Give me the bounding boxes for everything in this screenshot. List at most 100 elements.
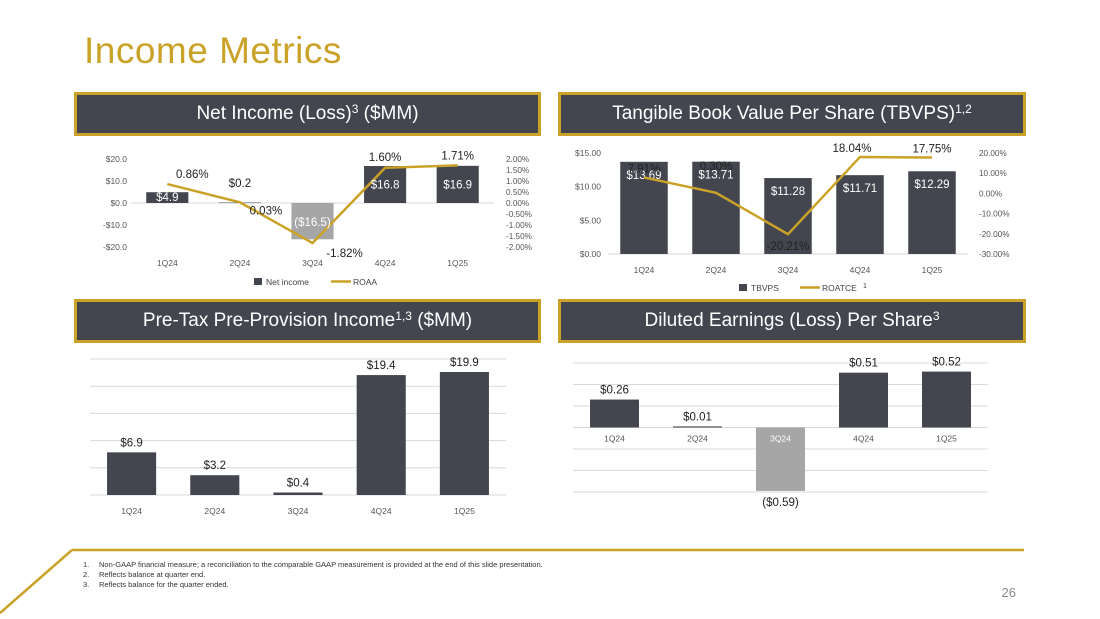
line-label: 0.30%: [700, 161, 733, 173]
bar-label: $19.9: [450, 357, 479, 369]
bar-pretax-1Q24: [107, 452, 157, 495]
footnote-3-num: 3.: [83, 580, 90, 589]
pretax-header-suffix: ($MM): [411, 310, 473, 331]
legend-tbvps: TBVPS: [751, 283, 779, 292]
bar-label: $0.4: [287, 478, 310, 490]
gold-divider-diagonal: [0, 549, 73, 614]
tbvps-chart: $15.00 $10.00 $5.00 $0.00 20.00% 10.00% 0.00% -…: [575, 143, 1010, 292]
footnote-1-num: 1.: [83, 560, 90, 569]
bar-eps-3Q24: [756, 427, 805, 491]
y-tick-label: $15.00: [575, 148, 601, 158]
bar-tbvps-2Q24: [692, 161, 740, 254]
x-tick-label: 4Q24: [853, 434, 874, 444]
x-tick-label: 1Q25: [454, 506, 475, 516]
y-tick-label: -$10.0: [103, 220, 127, 230]
legend-roatce: ROATCE: [822, 283, 857, 292]
bar-label: $0.2: [229, 178, 251, 190]
x-tick-label: 2Q24: [204, 506, 225, 516]
bar-label: $11.28: [771, 186, 805, 198]
bar-label: $13.71: [698, 170, 733, 182]
x-tick-label: 1Q25: [922, 265, 943, 275]
bar-label: ($0.59): [762, 497, 799, 509]
eps-header-sup: 3: [932, 309, 940, 323]
bar-eps-1Q24: [590, 399, 639, 428]
bar-label: ($16.5): [294, 217, 331, 229]
line-label: 1.60%: [369, 152, 402, 164]
legend-roatce-footnote: 1: [863, 283, 867, 290]
pretax-chart: $6.9 1Q24 $3.2 2Q24 $0.4 3Q24 $19.4 4Q24 $19.9 1Q…: [90, 357, 506, 516]
x-tick-label: 2Q24: [706, 265, 727, 275]
bar-pretax-3Q24: [273, 492, 323, 495]
x-tick-label: 3Q24: [770, 434, 791, 444]
page-title: Income Metrics: [84, 30, 342, 71]
y2-tick-label: 0.00%: [506, 199, 529, 208]
line-label: 0.86%: [176, 169, 209, 181]
bar-pretax-4Q24: [356, 375, 406, 495]
bar-tbvps-1Q24: [620, 161, 668, 254]
x-tick-label: 1Q24: [121, 506, 142, 516]
x-tick-label: 1Q24: [604, 434, 625, 444]
bar-label: $0.01: [683, 411, 712, 423]
footnote-1-text: Non-GAAP financial measure; a reconcilia…: [99, 560, 543, 569]
y2-tick-label: -1.00%: [506, 221, 532, 230]
y2-tick-label: 10.00%: [979, 169, 1007, 178]
bar-label: $16.9: [443, 179, 472, 191]
line-label: -1.82%: [326, 248, 362, 260]
x-tick-label: 4Q24: [371, 506, 392, 516]
y-tick-label: $20.0: [106, 154, 128, 164]
tbvps-header-sup: 1,2: [955, 102, 972, 116]
pretax-header-sup: 1,3: [395, 309, 412, 323]
y2-tick-label: -30.00%: [979, 250, 1010, 259]
y2-tick-label: -0.50%: [506, 210, 532, 219]
line-roaa: [166, 164, 458, 245]
y2-tick-label: -1.50%: [506, 232, 532, 241]
x-tick-label: 2Q24: [230, 258, 251, 268]
bar-label: $6.9: [120, 437, 142, 449]
y-tick-label: $5.00: [580, 215, 602, 225]
net-income-header: Net Income (Loss) 3 ($MM): [74, 92, 541, 136]
y-tick-label: $0.00: [580, 249, 602, 259]
y2-tick-label: 0.50%: [506, 188, 529, 197]
eps-header: Diluted Earnings (Loss) Per Share 3: [558, 299, 1026, 343]
legend-roaa: ROAA: [353, 277, 377, 287]
y2-tick-label: 20.00%: [979, 149, 1007, 158]
bar-tbvps-4Q24: [836, 175, 884, 254]
y2-tick-label: 2.00%: [506, 155, 529, 164]
pretax-header-text: Pre-Tax Pre-Provision Income: [142, 310, 396, 331]
y2-tick-label: 0.00%: [979, 189, 1002, 198]
y2-tick-label: 1.50%: [506, 166, 529, 175]
net-income-header-suffix: ($MM): [358, 103, 419, 124]
bar-net-income-4Q24: [364, 166, 407, 203]
y2-tick-label: -10.00%: [979, 210, 1010, 219]
bar-label: $4.9: [156, 192, 178, 204]
pretax-header: Pre-Tax Pre-Provision Income 1,3 ($MM): [74, 299, 541, 343]
bar-label: $19.4: [367, 360, 396, 372]
footnote-3: 3. Reflects balance for the quarter ended…: [83, 580, 543, 590]
x-tick-label: 4Q24: [375, 258, 396, 268]
bar-eps-1Q25: [922, 371, 971, 428]
x-tick-label: 3Q24: [288, 506, 309, 516]
y2-tick-label: -20.00%: [979, 230, 1010, 239]
line-label: -20.21%: [767, 241, 810, 253]
x-tick-label: 1Q25: [936, 434, 957, 444]
bar-label: $0.52: [932, 357, 961, 369]
eps-header-text: Diluted Earnings (Loss) Per Share: [644, 310, 933, 331]
x-tick-label: 1Q25: [447, 258, 468, 268]
y-tick-label: $10.0: [106, 176, 128, 186]
bar-label: $0.26: [600, 385, 629, 397]
x-tick-label: 2Q24: [687, 434, 708, 444]
bar-label: $16.8: [371, 180, 400, 192]
footnote-2-num: 2.: [83, 570, 90, 579]
footnote-2-text: Reflects balance at quarter end.: [99, 570, 206, 579]
tbvps-header: Tangible Book Value Per Share (TBVPS) 1,2: [558, 92, 1026, 136]
footnote-1: 1. Non-GAAP financial measure; a reconcil…: [83, 560, 543, 570]
y-tick-label: $10.00: [575, 182, 601, 192]
bar-net-income-1Q25: [436, 165, 479, 203]
tbvps-header-text: Tangible Book Value Per Share (TBVPS): [612, 103, 956, 124]
bar-tbvps-1Q25: [908, 171, 956, 254]
bar-net-income-3Q24: [291, 203, 334, 240]
bar-net-income-1Q24: [146, 192, 189, 203]
legend-swatch-tbvps: [739, 284, 747, 291]
bar-eps-4Q24: [839, 372, 888, 428]
x-tick-label: 1Q24: [157, 258, 178, 268]
